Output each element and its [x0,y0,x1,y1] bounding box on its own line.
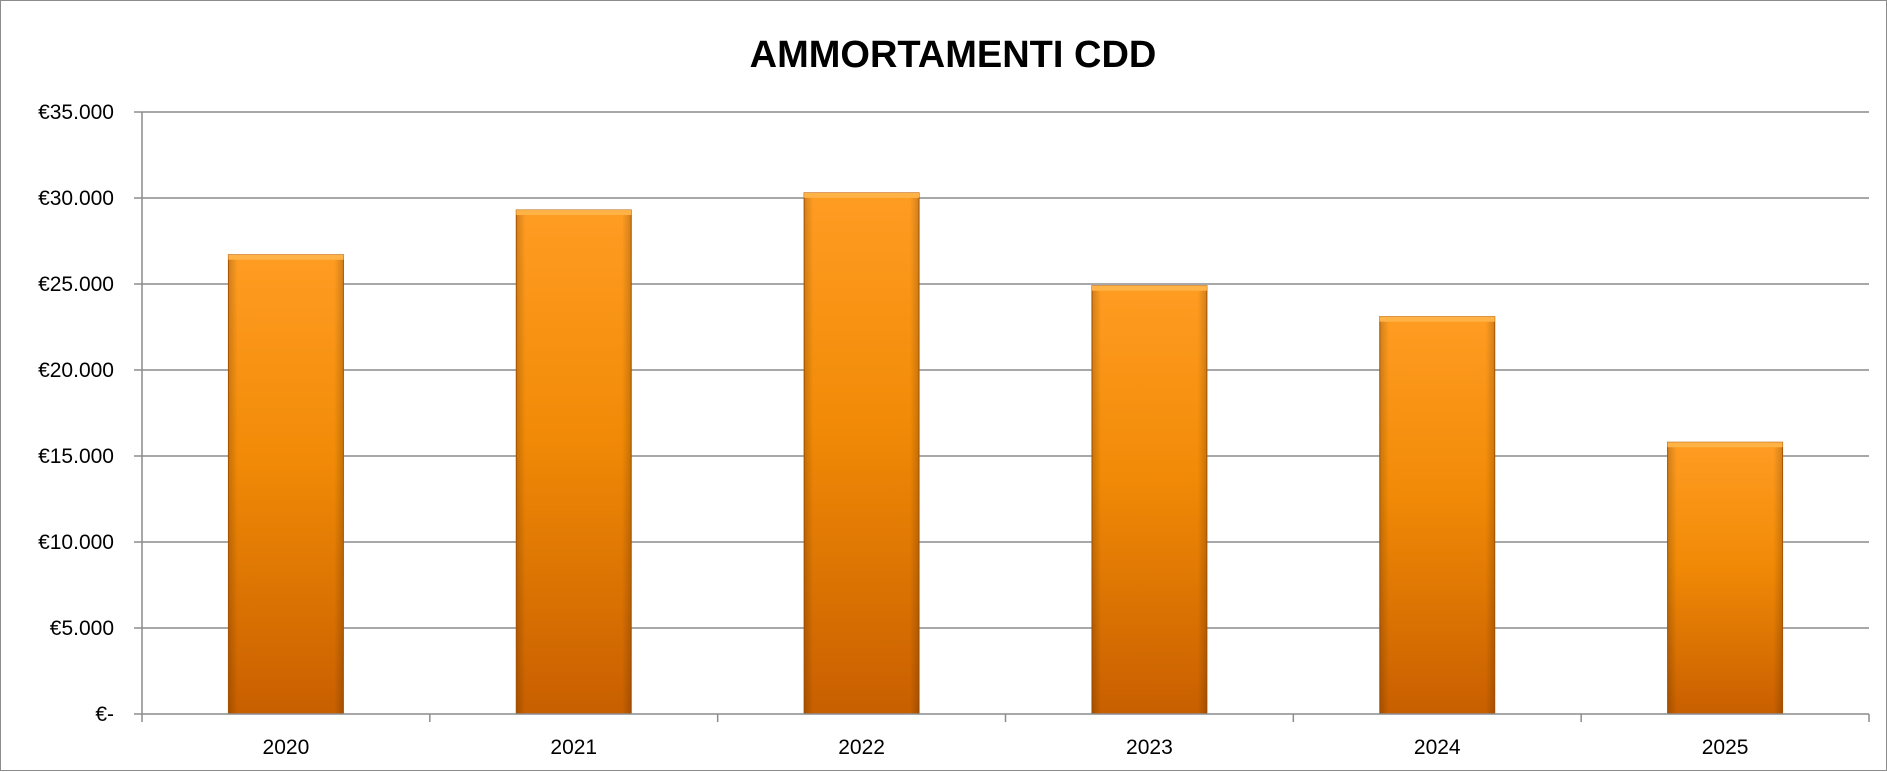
bars [227,192,1784,715]
chart-title: AMMORTAMENTI CDD [750,34,1157,76]
x-tick-label: 2024 [1414,736,1461,759]
axes [141,112,1870,722]
bar-highlight-2020 [228,254,344,260]
x-tick-label: 2021 [550,736,597,759]
bar-highlight-2023 [1091,285,1207,291]
y-tick-label: €30.000 [38,187,114,210]
y-tick-label: €35.000 [38,101,114,124]
y-tick-label: €5.000 [50,617,114,640]
gridlines [134,111,1869,715]
bar-highlight-2024 [1379,316,1495,322]
y-tick-label: €- [95,703,114,726]
bar-highlight-2025 [1667,442,1783,448]
x-axis-tick-labels: 2020 2021 2022 2023 2024 2025 [263,736,1749,759]
y-tick-label: €15.000 [38,445,114,468]
x-tick-label: 2023 [1126,736,1173,759]
bar-highlight-2022 [804,192,920,198]
bar-shading-2021 [516,210,632,715]
y-axis-tick-labels: €- €5.000 €10.000 €15.000 €20.000 €25.000 €30.… [38,101,114,726]
bar-shading-2024 [1379,316,1495,714]
bar-highlight-2021 [516,210,632,216]
x-tick-label: 2020 [263,736,310,759]
bar-shading-2025 [1667,442,1783,714]
bar-shading-2020 [228,254,344,714]
x-tick-label: 2025 [1702,736,1749,759]
y-tick-label: €10.000 [38,531,114,554]
x-tick-label: 2022 [838,736,885,759]
bar-shading-2023 [1091,285,1207,714]
y-tick-label: €25.000 [38,273,114,296]
y-tick-label: €20.000 [38,359,114,382]
bar-shading-2022 [804,192,920,715]
